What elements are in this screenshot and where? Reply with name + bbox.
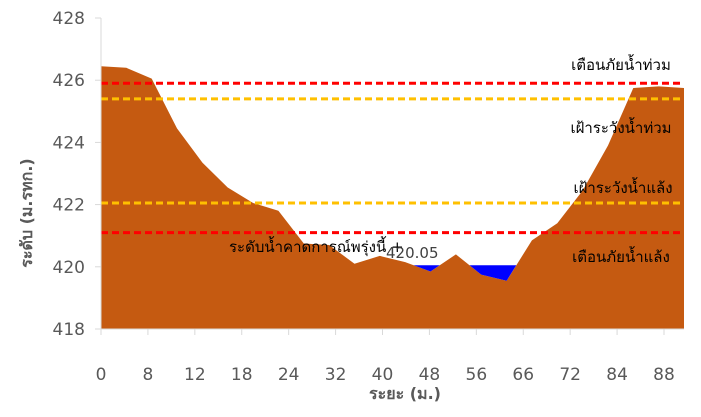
forecast-water-area (413, 265, 517, 281)
forecast-water-fill (469, 265, 517, 281)
x-tick-label: 56 (466, 365, 488, 385)
y-tick-label: 428 (53, 9, 85, 29)
reference-lines (101, 81, 684, 235)
y-axis-ticks: 418 420 422 424 426 428 (53, 9, 101, 340)
ground-profile-area (101, 66, 684, 329)
reference-line-labels: เตือนภัยน้ำท่วมเฝ้าระวังน้ำท่วมเฝ้าระวัง… (570, 54, 672, 266)
x-tick-label: 84 (606, 365, 628, 385)
x-tick-label: 0 (96, 365, 107, 385)
y-axis-title: ระดับ (ม.รทก.) (17, 158, 36, 267)
x-axis-ticks: 0 8 12 18 24 32 40 48 56 66 72 84 88 (96, 329, 675, 385)
y-tick-label: 424 (53, 133, 85, 153)
x-tick-label: 18 (231, 365, 253, 385)
reference-line-label-3: เฝ้าระวังน้ำแล้ง (573, 177, 672, 197)
reference-line-label-4: เตือนภัยน้ำแล้ง (572, 246, 670, 266)
forecast-label: ระดับน้ำคาดการณ์พรุ่งนี้ + (229, 236, 404, 257)
reference-line-label-2: เฝ้าระวังน้ำท่วม (570, 117, 671, 137)
x-tick-label: 24 (278, 365, 300, 385)
x-tick-label: 12 (184, 365, 206, 385)
forecast-value: 420.05 (386, 244, 439, 262)
x-tick-label: 8 (143, 365, 154, 385)
y-tick-label: 418 (53, 320, 85, 340)
y-tick-label: 420 (53, 258, 85, 278)
x-tick-label: 72 (559, 365, 581, 385)
x-tick-label: 32 (325, 365, 347, 385)
x-tick-label: 48 (419, 365, 441, 385)
x-tick-label: 88 (653, 365, 675, 385)
forecast-water-fill (413, 265, 440, 272)
y-tick-label: 422 (53, 196, 85, 216)
x-axis-title: ระยะ (ม.) (369, 384, 441, 403)
x-tick-label: 40 (372, 365, 394, 385)
x-tick-label: 66 (512, 365, 534, 385)
y-tick-label: 426 (53, 71, 85, 91)
reference-line-label-1: เตือนภัยน้ำท่วม (571, 54, 671, 74)
